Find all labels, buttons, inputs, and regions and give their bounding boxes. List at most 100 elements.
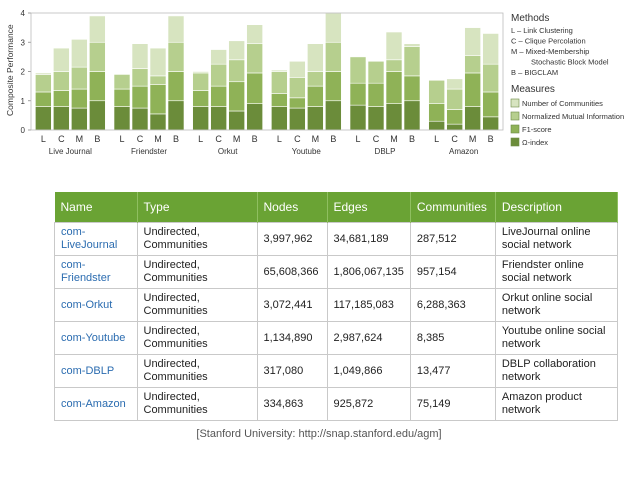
table-row: com-DBLP Undirected, Communities 317,080 1,0… bbox=[54, 354, 619, 388]
bar-segment bbox=[325, 71, 342, 102]
legend-measure-entry: Normalized Mutual Information bbox=[522, 112, 624, 121]
table-body: com- LiveJournal Undirected, Communities 3,9… bbox=[54, 222, 619, 421]
bar-group bbox=[271, 12, 342, 131]
bar-segment bbox=[131, 43, 149, 69]
communities-cell: 6,288,363 bbox=[409, 288, 496, 322]
nodes-cell: 1,134,890 bbox=[256, 321, 328, 355]
header-nodes: Nodes bbox=[257, 192, 328, 223]
bar-segment bbox=[131, 85, 149, 109]
bar-segment bbox=[385, 71, 403, 104]
bar-segment bbox=[131, 68, 149, 87]
bar-segment bbox=[367, 60, 385, 84]
y-tick-label: 0 bbox=[21, 126, 26, 135]
bar-segment bbox=[113, 106, 131, 131]
bar-segment bbox=[271, 93, 288, 107]
method-tick-label: L bbox=[41, 134, 46, 144]
dataset-table: Name Type Nodes Edges Communities Descri… bbox=[54, 192, 619, 421]
edges-cell: 925,872 bbox=[326, 387, 411, 421]
bar-segment bbox=[367, 106, 385, 131]
legend-methods-list: L – Link Clustering C – Clique Percolatio… bbox=[511, 26, 609, 77]
method-tick-label: M bbox=[390, 134, 398, 144]
bar-group bbox=[349, 31, 421, 131]
bar-segment bbox=[167, 41, 185, 72]
bar-segment bbox=[228, 59, 245, 83]
bar-segment bbox=[53, 47, 70, 72]
legend-measures-list: Number of Communities Normalized Mutual I… bbox=[510, 98, 624, 147]
bar-segment bbox=[271, 69, 288, 72]
bar-segment bbox=[349, 56, 367, 84]
bar-segment bbox=[446, 88, 463, 110]
bar-segment bbox=[89, 71, 106, 102]
bar-segment bbox=[167, 100, 185, 131]
bar-segment bbox=[167, 15, 185, 43]
bar-group bbox=[192, 24, 263, 131]
bar-segment bbox=[464, 55, 481, 74]
bar-segment bbox=[89, 15, 106, 43]
source-caption: [Stanford University: http://snap.stanfo… bbox=[196, 428, 442, 440]
dataset-tick-label: DBLP bbox=[375, 147, 396, 156]
method-tick-label: M bbox=[154, 134, 162, 144]
type-cell: Undirected, Communities bbox=[136, 387, 258, 421]
legend-swatch bbox=[510, 137, 520, 147]
bar-segment bbox=[325, 100, 342, 131]
legend-measure-entry: F1-score bbox=[522, 125, 552, 134]
bar-segment bbox=[367, 82, 385, 107]
method-tick-label: C bbox=[137, 134, 144, 144]
table-row: com-Orkut Undirected, Communities 3,072,441… bbox=[54, 288, 619, 322]
bar-segment bbox=[482, 91, 499, 118]
dataset-name-link[interactable]: com-Orkut bbox=[54, 288, 138, 322]
bar-segment bbox=[71, 88, 88, 109]
legend-swatch bbox=[510, 98, 520, 108]
bar-segment bbox=[246, 103, 263, 131]
method-tick-label: B bbox=[94, 134, 100, 144]
legend-swatch bbox=[510, 124, 520, 134]
bar-segment bbox=[71, 107, 88, 131]
bar-segment bbox=[228, 110, 245, 131]
edges-cell: 117,185,083 bbox=[326, 288, 411, 322]
bar-segment bbox=[192, 72, 209, 91]
description-cell: Amazon product network bbox=[494, 387, 619, 421]
plot-frame bbox=[30, 12, 504, 131]
bar-segment bbox=[149, 75, 167, 85]
bar-segment bbox=[428, 103, 445, 122]
dataset-name-link[interactable]: com-Youtube bbox=[54, 321, 138, 355]
bar-segment bbox=[289, 97, 306, 109]
dataset-name-link[interactable]: com-DBLP bbox=[54, 354, 138, 388]
bar-segment bbox=[307, 85, 324, 107]
bar-segment bbox=[192, 71, 209, 74]
dataset-name-link[interactable]: com-Amazon bbox=[54, 387, 138, 421]
bar-segment bbox=[35, 74, 52, 93]
bar-segment bbox=[210, 63, 227, 87]
bar-segment bbox=[71, 39, 88, 68]
bar-segment bbox=[289, 107, 306, 131]
bar-group bbox=[113, 15, 185, 131]
description-cell: Orkut online social network bbox=[494, 288, 619, 322]
bar-segment bbox=[464, 106, 481, 131]
method-tick-label: L bbox=[434, 134, 439, 144]
bar-group bbox=[35, 15, 106, 131]
dataset-name-link[interactable]: com- LiveJournal bbox=[54, 222, 138, 256]
bar-segment bbox=[403, 46, 421, 77]
y-tick-label: 2 bbox=[21, 68, 26, 77]
method-tick-label: C bbox=[215, 134, 222, 144]
bar-segment bbox=[385, 31, 403, 61]
method-tick-label: C bbox=[58, 134, 65, 144]
bar-segment bbox=[53, 106, 70, 131]
table-row: com-Amazon Undirected, Communities 334,863 9… bbox=[54, 387, 619, 421]
edges-cell: 1,806,067,135 bbox=[326, 255, 411, 289]
y-tick-label: 3 bbox=[21, 38, 26, 47]
bar-segment bbox=[192, 90, 209, 107]
bar-segment bbox=[271, 106, 288, 131]
method-tick-label: L bbox=[198, 134, 203, 144]
y-axis-label: Composite Performance bbox=[5, 24, 15, 116]
bar-segment bbox=[210, 85, 227, 107]
bar-segment bbox=[428, 120, 445, 131]
bar-group bbox=[428, 27, 499, 131]
method-tick-label: B bbox=[330, 134, 336, 144]
bar-segment bbox=[482, 116, 499, 131]
dataset-name-link[interactable]: com- Friendster bbox=[54, 255, 138, 289]
bar-segment bbox=[35, 72, 52, 75]
bar-segment bbox=[89, 41, 106, 72]
header-type: Type bbox=[137, 192, 258, 223]
